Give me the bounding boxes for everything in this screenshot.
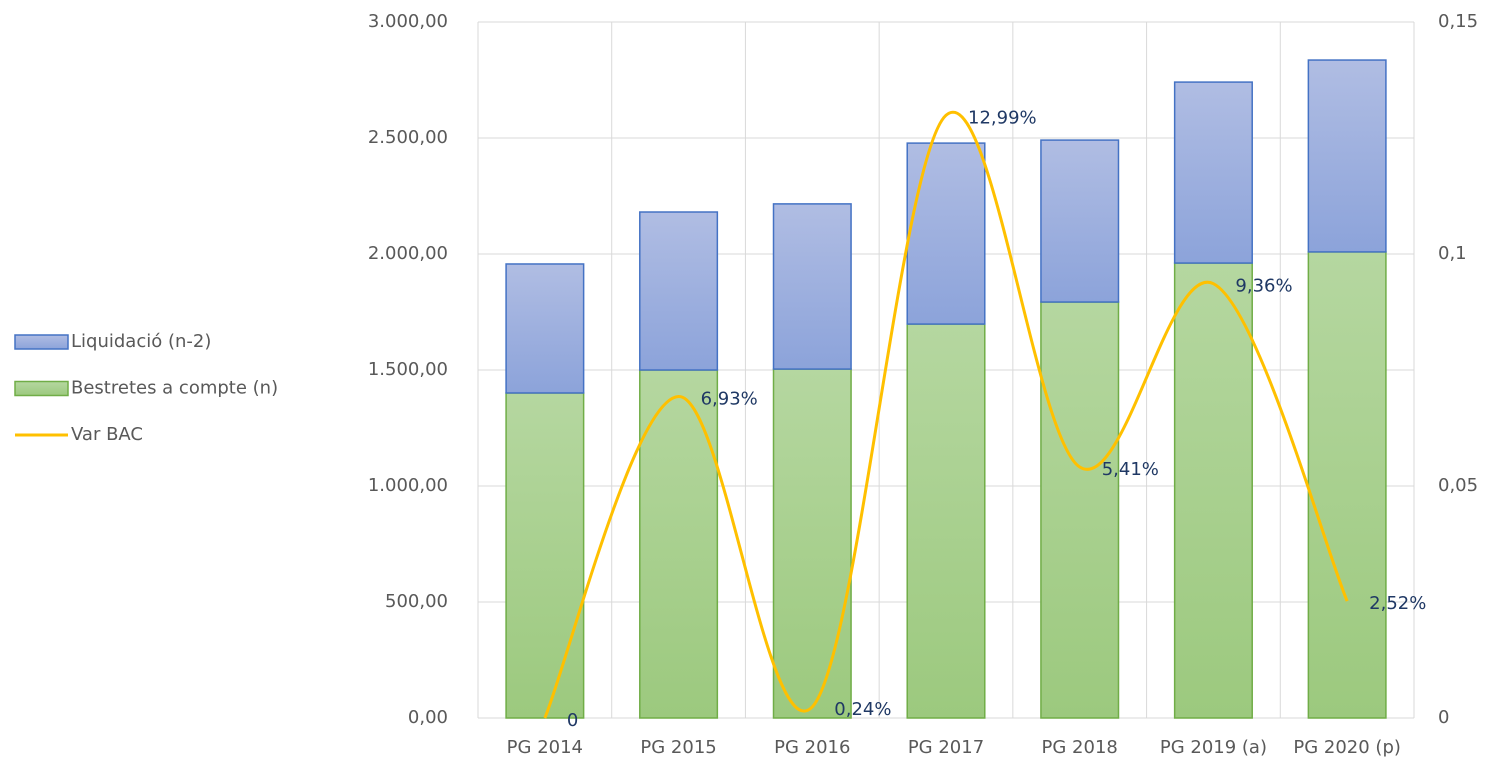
line-layer bbox=[543, 110, 1349, 719]
x-tick-label: PG 2018 bbox=[1042, 737, 1118, 758]
legend-label: Var BAC bbox=[71, 424, 143, 445]
bar-segment bbox=[1307, 59, 1387, 253]
y-tick-label: 1.000,00 bbox=[368, 475, 448, 496]
bar-segment bbox=[505, 392, 585, 719]
bar-segment bbox=[639, 369, 719, 719]
data-label: 6,93% bbox=[701, 388, 758, 409]
y2-tick-label: 0,05 bbox=[1438, 475, 1478, 496]
legend-label: Liquidació (n-2) bbox=[71, 331, 211, 352]
bar-segment bbox=[906, 142, 986, 325]
bar-segment bbox=[906, 323, 986, 719]
y2-tick-label: 0 bbox=[1438, 707, 1449, 728]
bar-segment bbox=[1040, 301, 1120, 719]
bar-segment bbox=[772, 203, 852, 370]
y-tick-label: 3.000,00 bbox=[368, 11, 448, 32]
legend-label: Bestretes a compte (n) bbox=[71, 378, 278, 399]
bar-segment bbox=[505, 263, 585, 394]
line bbox=[543, 110, 1349, 719]
x-tick-label: PG 2014 bbox=[507, 737, 583, 758]
bar-segment bbox=[1173, 262, 1253, 719]
y2-tick-label: 0,15 bbox=[1438, 11, 1478, 32]
x-tick-label: PG 2015 bbox=[640, 737, 716, 758]
bar-segment bbox=[1307, 251, 1387, 719]
y-tick-label: 0,00 bbox=[408, 707, 448, 728]
x-tick-label: PG 2016 bbox=[774, 737, 850, 758]
x-tick-label: PG 2017 bbox=[908, 737, 984, 758]
legend-swatch bbox=[14, 334, 69, 350]
data-label: 0,24% bbox=[834, 699, 891, 720]
data-label: 12,99% bbox=[968, 107, 1037, 128]
y-tick-label: 500,00 bbox=[385, 591, 448, 612]
bar-segment bbox=[639, 211, 719, 371]
bar-segment bbox=[1040, 139, 1120, 303]
x-tick-label: PG 2020 (p) bbox=[1293, 737, 1401, 758]
data-label: 9,36% bbox=[1235, 276, 1292, 297]
bars bbox=[505, 59, 1387, 719]
y-tick-label: 2.000,00 bbox=[368, 243, 448, 264]
bar-segment bbox=[772, 368, 852, 719]
y-tick-label: 2.500,00 bbox=[368, 127, 448, 148]
data-label: 5,41% bbox=[1102, 459, 1159, 480]
data-label: 0 bbox=[567, 710, 578, 731]
x-tick-label: PG 2019 (a) bbox=[1160, 737, 1267, 758]
legend-swatch bbox=[14, 380, 69, 397]
bar-segment bbox=[1173, 81, 1253, 264]
data-label: 2,52% bbox=[1369, 593, 1426, 614]
y-tick-label: 1.500,00 bbox=[368, 359, 448, 380]
y2-tick-label: 0,1 bbox=[1438, 243, 1467, 264]
labels: 0,00 500,00 1.000,00 1.500,00 2.000,00 2.500,… bbox=[14, 11, 1478, 758]
